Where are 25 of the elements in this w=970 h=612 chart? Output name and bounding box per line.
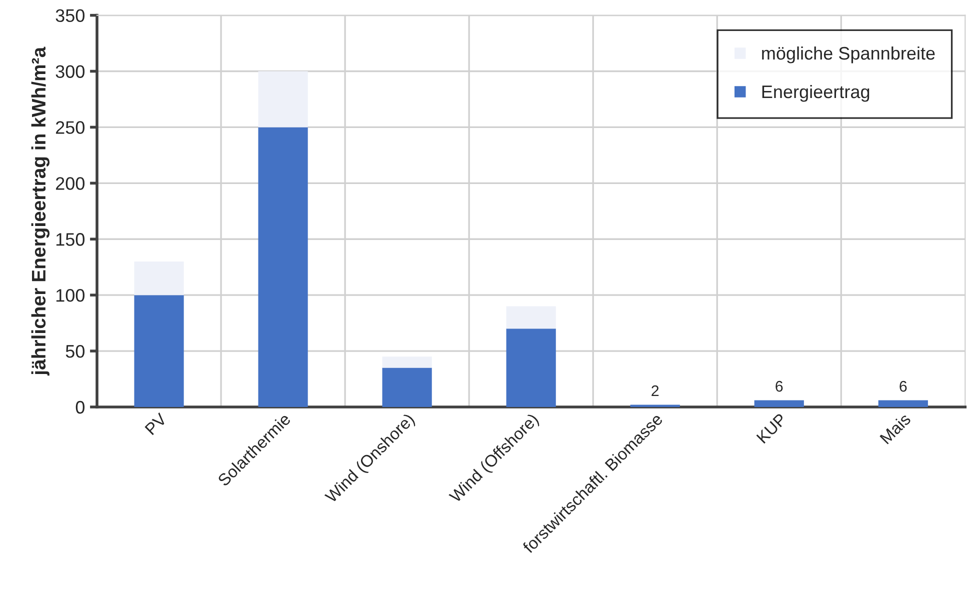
data-label: 6 xyxy=(776,380,783,392)
y-axis-title: jährlicher Energieertrag in kWh/m²a xyxy=(31,46,50,376)
y-tick-label: 100 xyxy=(56,289,84,302)
y-tick-label: 0 xyxy=(76,400,84,414)
y-tick-label: 150 xyxy=(56,233,84,246)
y-tick-label: 50 xyxy=(66,344,84,358)
legend-label: mögliche Spannbreite xyxy=(762,46,935,64)
data-label: 2 xyxy=(652,385,659,396)
bar xyxy=(134,295,184,407)
bar xyxy=(258,127,308,407)
bar xyxy=(878,400,928,407)
bar xyxy=(382,356,432,368)
bar xyxy=(506,306,556,329)
bar xyxy=(134,262,184,296)
x-tick-label: PV xyxy=(144,412,168,436)
bar xyxy=(258,71,308,128)
legend-label: Energieertrag xyxy=(762,84,870,102)
y-tick-label: 250 xyxy=(56,121,84,134)
data-label: 6 xyxy=(900,380,907,392)
bar xyxy=(754,400,804,407)
y-tick-label: 300 xyxy=(56,65,84,78)
y-tick-label: 200 xyxy=(56,177,84,190)
bar xyxy=(506,328,556,407)
bar xyxy=(382,368,432,407)
y-tick-label: 350 xyxy=(56,9,84,22)
